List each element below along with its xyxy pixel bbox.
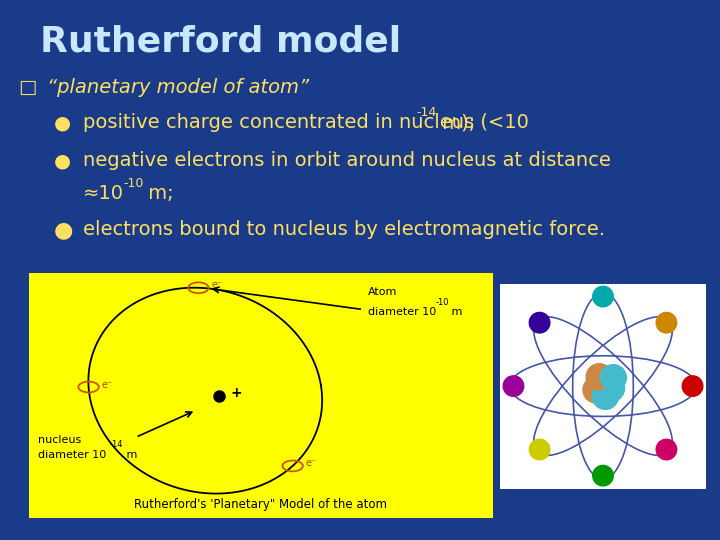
Circle shape [683, 376, 703, 396]
Text: e⁻: e⁻ [306, 458, 317, 469]
Text: -10: -10 [124, 177, 144, 190]
Circle shape [529, 439, 550, 460]
Text: electrons bound to nucleus by electromagnetic force.: electrons bound to nucleus by electromag… [83, 220, 605, 239]
Text: Atom: Atom [368, 287, 397, 298]
Text: m: m [448, 307, 462, 317]
Text: m: m [123, 450, 138, 460]
Circle shape [593, 383, 618, 409]
Text: positive charge concentrated in nucleus (<10: positive charge concentrated in nucleus … [83, 113, 528, 132]
Text: -14: -14 [110, 440, 124, 449]
Circle shape [593, 286, 613, 307]
Text: nucleus: nucleus [38, 435, 81, 445]
Circle shape [529, 313, 550, 333]
Text: ●: ● [54, 151, 71, 170]
Text: e⁻: e⁻ [212, 280, 222, 291]
Circle shape [593, 465, 613, 486]
Text: negative electrons in orbit around nucleus at distance: negative electrons in orbit around nucle… [83, 151, 611, 170]
Text: □: □ [18, 78, 37, 97]
Text: ●: ● [54, 220, 73, 240]
Circle shape [598, 375, 624, 402]
Text: ●: ● [54, 113, 71, 132]
Text: Rutherford's 'Planetary" Model of the atom: Rutherford's 'Planetary" Model of the at… [135, 498, 387, 511]
Text: diameter 10: diameter 10 [38, 450, 107, 460]
Circle shape [656, 439, 677, 460]
Text: -10: -10 [435, 299, 449, 307]
Text: “planetary model of atom”: “planetary model of atom” [47, 78, 309, 97]
Text: ≈10: ≈10 [83, 184, 124, 202]
Text: +: + [231, 386, 243, 400]
Text: e⁻: e⁻ [102, 380, 113, 389]
Circle shape [590, 367, 616, 394]
Text: diameter 10: diameter 10 [368, 307, 436, 317]
Bar [500, 284, 706, 489]
Circle shape [583, 377, 609, 403]
Circle shape [600, 364, 626, 391]
Text: Rutherford model: Rutherford model [40, 24, 401, 58]
Text: m);: m); [436, 113, 475, 132]
Circle shape [503, 376, 523, 396]
Bar [29, 273, 493, 518]
Text: -14: -14 [416, 106, 436, 119]
Circle shape [656, 313, 677, 333]
Text: m;: m; [142, 184, 174, 202]
Circle shape [586, 364, 612, 390]
